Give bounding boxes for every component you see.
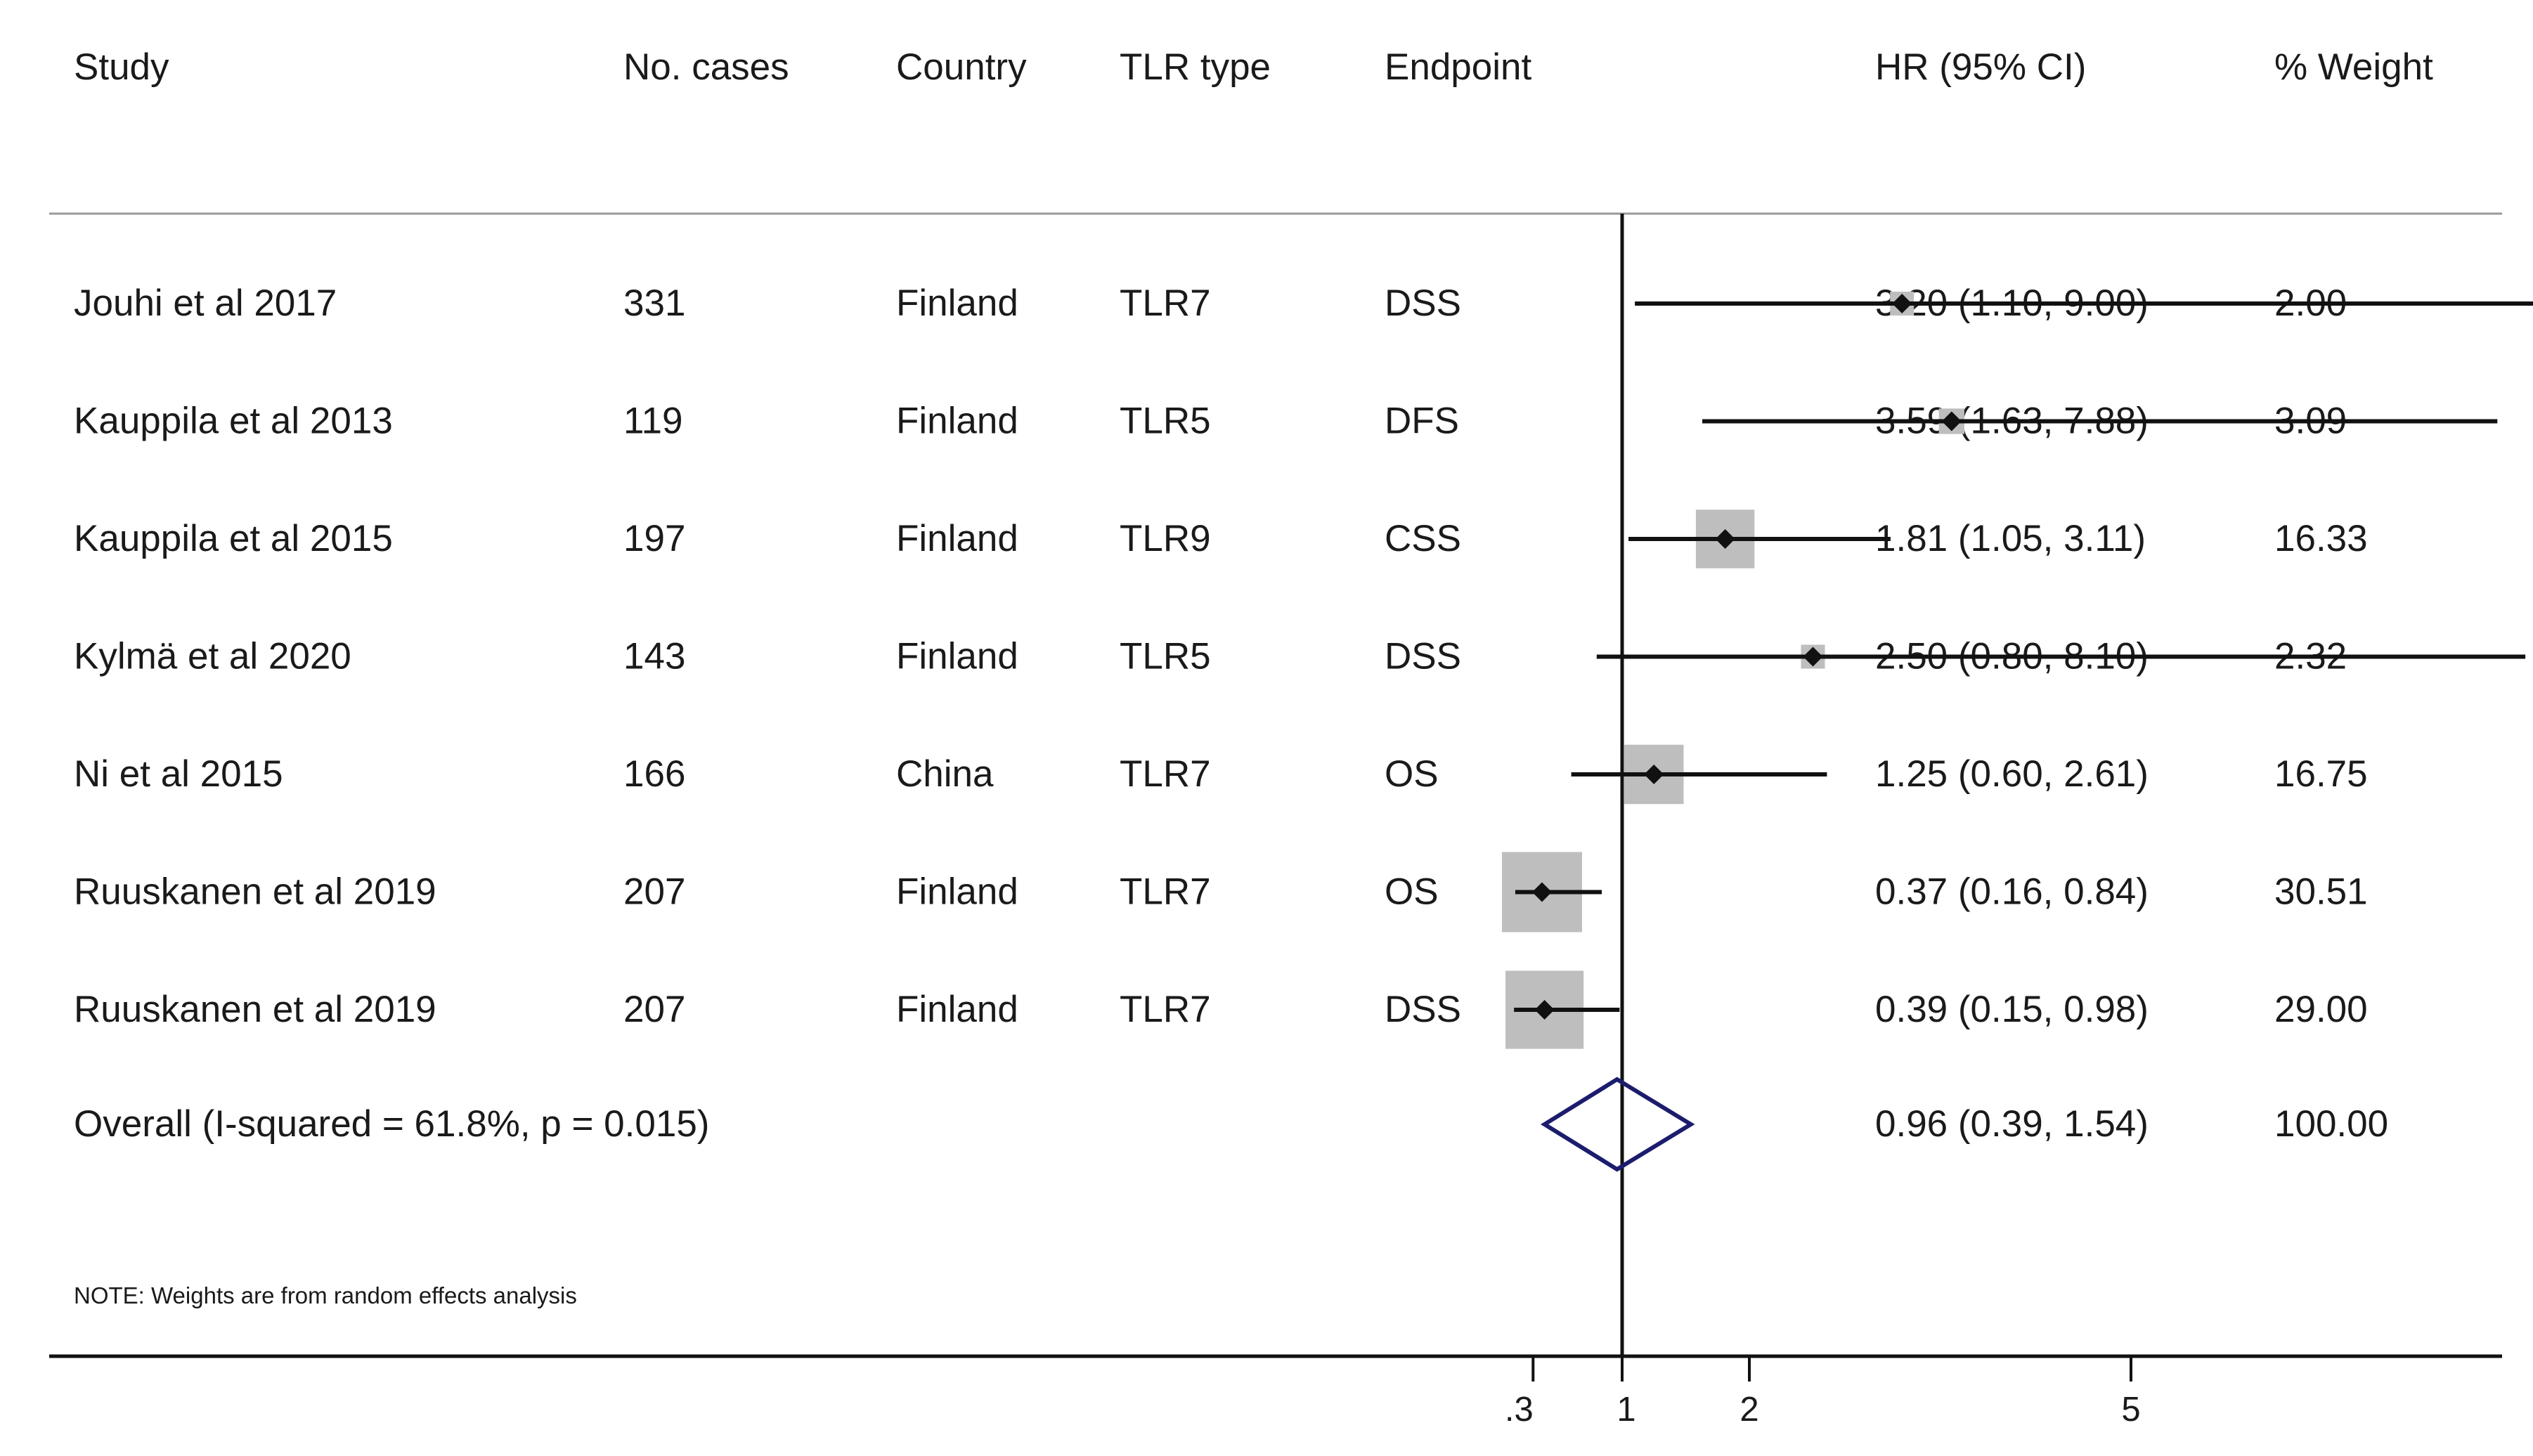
row-endpoint-text: OS xyxy=(1385,871,1439,913)
study-rows: Jouhi et al 2017 331 Finland TLR7 DSS 3.20 (1… xyxy=(74,282,2368,1030)
row-cases-text: 207 xyxy=(623,871,685,913)
overall-hr-text: 0.96 (0.39, 1.54) xyxy=(1875,1103,2149,1145)
row-hr-text: 0.39 (0.15, 0.98) xyxy=(1875,989,2149,1030)
row-study-text: Ruuskanen et al 2019 xyxy=(74,989,436,1030)
point-estimate xyxy=(1534,1000,1555,1020)
overall-diamond xyxy=(1540,1077,1695,1172)
row-country-text: Finland xyxy=(896,282,1018,324)
header-row: Study No. cases Country TLR type Endpoin… xyxy=(74,46,2433,88)
header-study: Study xyxy=(74,46,169,88)
row-tlr-text: TLR9 xyxy=(1120,518,1211,559)
row-cases-text: 166 xyxy=(623,753,685,795)
row-country-text: Finland xyxy=(896,989,1018,1030)
x-tick-label: .3 xyxy=(1505,1391,1534,1429)
row-study-text: Kauppila et al 2013 xyxy=(74,401,393,442)
row-endpoint-text: DSS xyxy=(1385,282,1461,324)
point-estimate xyxy=(1715,529,1735,549)
row-hr-text: 0.37 (0.16, 0.84) xyxy=(1875,871,2149,913)
point-estimate xyxy=(1803,646,1823,667)
header-tlr-type: TLR type xyxy=(1120,46,1271,88)
row-country-text: Finland xyxy=(896,871,1018,913)
row-study-text: Ni et al 2015 xyxy=(74,753,283,795)
row-cases-text: 331 xyxy=(623,282,685,324)
table-row: Ruuskanen et al 2019 207 Finland TLR7 DSS 0.3… xyxy=(74,989,2368,1030)
row-tlr-text: TLR5 xyxy=(1120,636,1211,677)
row-weight-text: 16.33 xyxy=(2274,518,2368,559)
row-study-text: Kauppila et al 2015 xyxy=(74,518,393,559)
row-hr-text: 1.81 (1.05, 3.11) xyxy=(1875,518,2146,559)
x-tick-label: 2 xyxy=(1740,1391,1758,1429)
row-cases-text: 197 xyxy=(623,518,685,559)
row-endpoint-text: DSS xyxy=(1385,989,1461,1030)
row-country-text: China xyxy=(896,753,994,795)
row-endpoint-text: OS xyxy=(1385,753,1439,795)
point-estimate xyxy=(1892,294,1912,313)
point-estimate xyxy=(1531,882,1552,902)
row-country-text: Finland xyxy=(896,636,1018,677)
header-country: Country xyxy=(896,46,1027,88)
header-endpoint: Endpoint xyxy=(1385,46,1532,88)
row-country-text: Finland xyxy=(896,401,1018,442)
table-row: Kauppila et al 2015 197 Finland TLR9 CSS 1.81… xyxy=(74,518,2368,559)
point-estimate xyxy=(1941,411,1962,431)
row-tlr-text: TLR7 xyxy=(1120,282,1211,324)
row-study-text: Kylmä et al 2020 xyxy=(74,636,351,677)
header-weight: % Weight xyxy=(2274,46,2433,88)
row-endpoint-text: DFS xyxy=(1385,401,1459,442)
x-tick-label: 1 xyxy=(1617,1391,1635,1429)
row-country-text: Finland xyxy=(896,518,1018,559)
x-tick-label: 5 xyxy=(2121,1391,2140,1429)
plot-marks xyxy=(1501,214,2533,1356)
row-tlr-text: TLR5 xyxy=(1120,401,1211,442)
overall-weight-text: 100.00 xyxy=(2274,1103,2388,1145)
row-weight-text: 29.00 xyxy=(2274,989,2368,1030)
header-cases: No. cases xyxy=(623,46,789,88)
note-text: NOTE: Weights are from random effects an… xyxy=(74,1282,577,1308)
point-estimate xyxy=(1644,765,1664,784)
table-row: Kauppila et al 2013 119 Finland TLR5 DFS 3.59… xyxy=(74,401,2347,442)
row-cases-text: 207 xyxy=(623,989,685,1030)
row-cases-text: 119 xyxy=(623,401,683,442)
row-tlr-text: TLR7 xyxy=(1120,989,1211,1030)
row-weight-text: 16.75 xyxy=(2274,753,2368,795)
overall-row: Overall (I-squared = 61.8%, p = 0.015) 0… xyxy=(74,1103,2388,1145)
row-study-text: Ruuskanen et al 2019 xyxy=(74,871,436,913)
header-hr: HR (95% CI) xyxy=(1875,46,2086,88)
x-axis: .312510 xyxy=(1505,1356,2141,1429)
table-row: Ni et al 2015 166 China TLR7 OS 1.25 (0.60, 2… xyxy=(74,753,2368,795)
row-endpoint-text: DSS xyxy=(1385,636,1461,677)
row-weight-text: 30.51 xyxy=(2274,871,2368,913)
row-endpoint-text: CSS xyxy=(1385,518,1461,559)
overall-label: Overall (I-squared = 61.8%, p = 0.015) xyxy=(74,1103,709,1145)
row-tlr-text: TLR7 xyxy=(1120,753,1211,795)
row-study-text: Jouhi et al 2017 xyxy=(74,282,337,324)
row-cases-text: 143 xyxy=(623,636,685,677)
row-tlr-text: TLR7 xyxy=(1120,871,1211,913)
row-hr-text: 1.25 (0.60, 2.61) xyxy=(1875,753,2149,795)
table-row: Ruuskanen et al 2019 207 Finland TLR7 OS 0.37… xyxy=(74,871,2368,913)
